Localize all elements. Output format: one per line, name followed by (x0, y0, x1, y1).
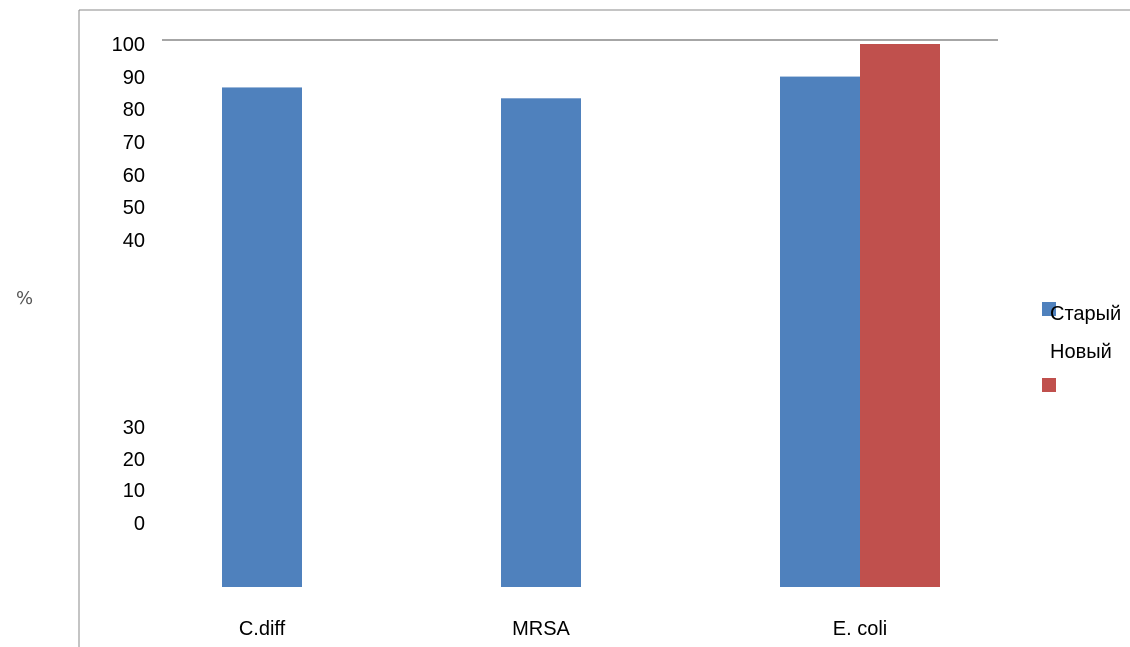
bar-Старый-C.diff (222, 87, 302, 587)
legend-label: Старый (1050, 303, 1121, 325)
legend-swatch (1042, 302, 1056, 316)
y-tick-label: 90 (123, 67, 145, 89)
y-tick-label: 20 (123, 449, 145, 471)
category-labels: C.diff MRSA E. coli (239, 618, 887, 640)
bar-Старый-MRSA (501, 98, 581, 588)
y-tick-label: 10 (123, 480, 145, 502)
x-category-label: C.diff (239, 618, 286, 640)
y-tick-label: 80 (123, 99, 145, 121)
x-category-label: MRSA (512, 618, 570, 640)
legend: Старый Новый (1042, 302, 1121, 392)
legend-label: Новый (1050, 341, 1112, 363)
y-tick-label: 50 (123, 197, 145, 219)
y-tick-label: 70 (123, 132, 145, 154)
x-category-label: E. coli (833, 618, 887, 640)
y-tick-label: 100 (112, 34, 145, 56)
y-tick-label: 40 (123, 230, 145, 252)
bar-Новый-E. coli (860, 44, 940, 587)
bars (222, 44, 940, 588)
bar-Старый-E. coli (780, 76, 860, 587)
legend-swatch (1042, 378, 1056, 392)
y-tick-label: 30 (123, 417, 145, 439)
y-tick-label: 0 (134, 513, 145, 535)
y-tick-label: 60 (123, 165, 145, 187)
y-axis-label: % (16, 288, 33, 309)
